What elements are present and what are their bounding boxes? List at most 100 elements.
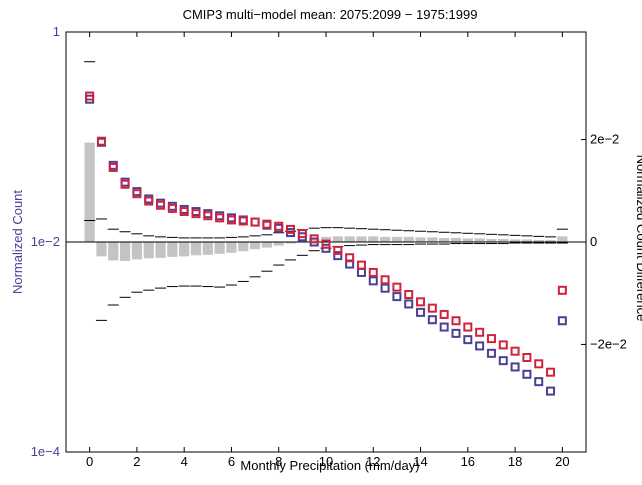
y-axis-left-label: Normalized Count (10, 190, 25, 294)
point-2075-2099 (85, 91, 95, 101)
difference-bar (521, 239, 533, 242)
point-1975-1999 (510, 362, 520, 372)
point-1975-1999 (427, 315, 437, 325)
difference-bar (486, 238, 497, 242)
point-1975-1999 (451, 328, 461, 338)
point-1975-1999 (167, 201, 177, 211)
point-1975-1999 (522, 369, 532, 379)
point-2075-2099 (416, 297, 426, 307)
difference-bar (391, 236, 403, 242)
point-2075-2099 (451, 316, 461, 326)
difference-bar (344, 236, 355, 242)
difference-bar (450, 237, 462, 242)
difference-bar (332, 236, 343, 242)
point-2075-2099 (179, 207, 189, 217)
point-2075-2099 (191, 209, 201, 219)
point-2075-2099 (439, 309, 449, 319)
chart-title: CMIP3 multi−model mean: 2075:2099 − 1975… (183, 7, 478, 22)
point-2075-2099 (427, 303, 437, 313)
point-1975-1999 (215, 211, 225, 221)
point-2075-2099 (238, 216, 248, 226)
point-1975-1999 (404, 299, 414, 309)
point-2075-2099 (108, 162, 118, 172)
x-tick-label: 12 (366, 454, 380, 469)
point-1975-1999 (250, 217, 260, 227)
x-tick-label: 2 (133, 454, 140, 469)
point-2075-2099 (321, 239, 331, 249)
point-1975-1999 (439, 322, 449, 332)
point-2075-2099 (215, 213, 225, 223)
difference-bar (439, 237, 450, 242)
point-1975-1999 (356, 267, 366, 277)
point-1975-1999 (498, 356, 508, 366)
point-1975-1999 (368, 276, 378, 286)
point-2075-2099 (534, 359, 544, 369)
difference-bar (509, 239, 521, 242)
point-2075-2099 (368, 267, 378, 277)
y-right-tick-label: −2e−2 (590, 336, 627, 351)
x-tick-label: 14 (413, 454, 427, 469)
difference-bar (379, 236, 391, 242)
x-tick-label: 8 (275, 454, 282, 469)
point-1975-1999 (546, 386, 556, 396)
x-tick-label: 10 (319, 454, 333, 469)
point-2075-2099 (392, 282, 402, 292)
point-1975-1999 (557, 316, 567, 326)
difference-bar (155, 242, 166, 258)
point-2075-2099 (546, 367, 556, 377)
difference-bar (498, 238, 509, 242)
difference-bar (415, 237, 426, 242)
point-2075-2099 (463, 322, 473, 332)
point-1975-1999 (463, 335, 473, 345)
point-2075-2099 (144, 196, 154, 206)
point-2075-2099 (262, 219, 272, 229)
y-left-tick-label: 1 (53, 24, 60, 39)
point-1975-1999 (179, 204, 189, 214)
x-tick-label: 16 (461, 454, 475, 469)
difference-bar (403, 236, 414, 242)
y-right-tick-label: 2e−2 (590, 132, 619, 147)
point-2075-2099 (380, 275, 390, 285)
y-left-tick-label: 1e−2 (31, 234, 60, 249)
point-2075-2099 (132, 189, 142, 199)
point-2075-2099 (297, 229, 307, 239)
difference-bar (557, 236, 568, 242)
difference-bar (179, 242, 190, 257)
x-axis-label: Monthly Precipitation (mm/day) (240, 458, 419, 473)
difference-bar (84, 142, 95, 242)
point-1975-1999 (416, 307, 426, 317)
point-2075-2099 (404, 290, 414, 299)
point-2075-2099 (522, 353, 532, 362)
point-1975-1999 (144, 194, 154, 204)
point-2075-2099 (120, 179, 130, 189)
point-1975-1999 (392, 292, 402, 302)
point-1975-1999 (108, 160, 118, 170)
difference-bar (309, 238, 320, 242)
point-2075-2099 (96, 136, 106, 146)
point-1975-1999 (534, 377, 544, 387)
point-2075-2099 (286, 224, 296, 234)
point-2075-2099 (309, 234, 319, 244)
difference-bar (474, 238, 485, 242)
point-2075-2099 (167, 203, 177, 213)
point-1975-1999 (203, 209, 213, 219)
difference-bar (285, 242, 296, 244)
point-1975-1999 (132, 187, 142, 197)
point-1975-1999 (226, 213, 236, 223)
point-2075-2099 (510, 346, 520, 356)
x-tick-label: 6 (228, 454, 235, 469)
difference-bar (226, 242, 237, 253)
difference-bar (545, 239, 556, 242)
point-1975-1999 (475, 341, 485, 351)
difference-bar (96, 242, 107, 257)
point-1975-1999 (380, 283, 390, 293)
point-2075-2099 (250, 217, 260, 227)
difference-bar (261, 242, 273, 248)
difference-bar (190, 242, 202, 256)
difference-bar (214, 242, 225, 254)
difference-bar (202, 242, 213, 255)
difference-bar (143, 242, 154, 259)
difference-bar (462, 238, 473, 242)
difference-bar (533, 239, 544, 242)
